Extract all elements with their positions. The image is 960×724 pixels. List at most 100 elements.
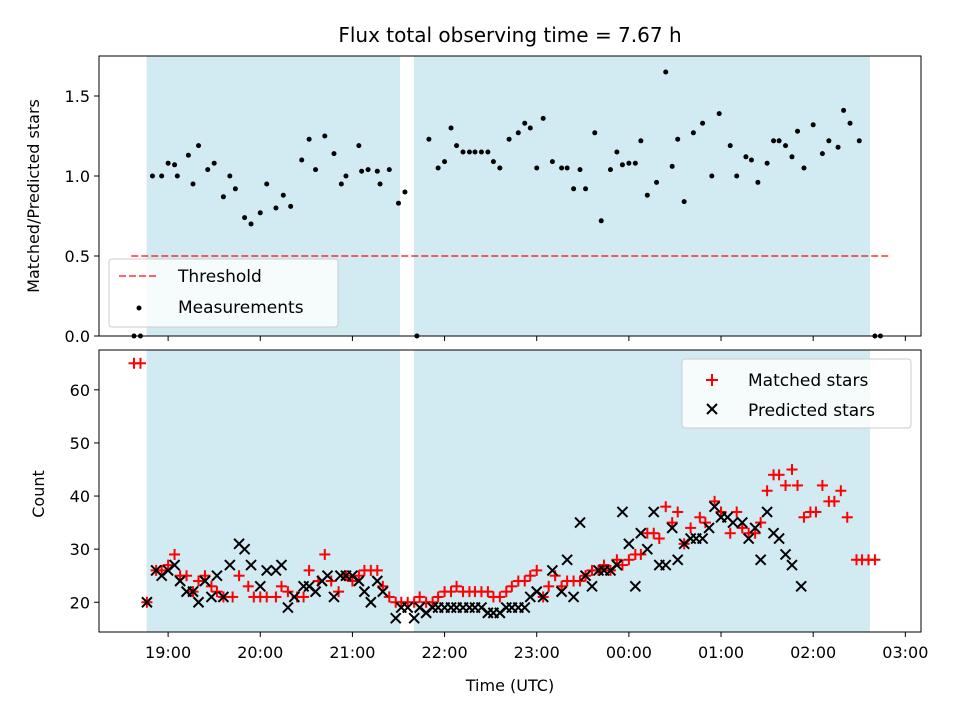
measurement-point — [149, 173, 155, 179]
predicted-star-point — [365, 596, 377, 608]
top-legend: Threshold Measurements — [108, 258, 339, 328]
measurement-point — [306, 136, 312, 142]
measurement-point — [435, 165, 441, 171]
matched-star-point — [531, 564, 543, 576]
measurement-point — [365, 167, 371, 173]
matched-star-point — [134, 357, 146, 369]
matched-star-point — [623, 554, 635, 566]
matched-star-point — [282, 586, 294, 598]
matched-star-point — [611, 554, 623, 566]
matched-star-point — [648, 527, 660, 539]
matched-star-point — [731, 506, 743, 518]
measurement-point — [185, 152, 191, 158]
top-y-tick-label: 1.5 — [65, 87, 90, 106]
predicted-star-point — [666, 522, 678, 534]
measurement-point — [669, 163, 675, 169]
matched-star-point — [835, 485, 847, 497]
matched-star-point — [666, 517, 678, 529]
matched-star-point — [156, 564, 168, 576]
measurement-point — [810, 122, 816, 128]
measurement-point — [709, 173, 715, 179]
matched-star-point — [699, 517, 711, 529]
measurement-point — [592, 130, 598, 136]
measurement-point — [801, 165, 807, 171]
measurement-point — [654, 179, 660, 185]
x-tick-label: 20:00 — [237, 643, 283, 662]
measurement-point — [232, 186, 238, 192]
bottom-legend: Matched stars Predicted stars — [681, 358, 912, 429]
predicted-star-point — [660, 559, 672, 571]
matched-star-point — [798, 511, 810, 523]
measurement-point — [172, 162, 178, 168]
measurement-point — [395, 200, 401, 206]
predicted-star-point — [353, 575, 365, 587]
measurement-point — [257, 210, 263, 216]
measurement-point — [638, 138, 644, 144]
top-y-tick-label: 0.0 — [65, 327, 90, 346]
predicted-star-point — [519, 601, 531, 614]
matched-star-point — [193, 575, 205, 587]
measurement-point — [313, 167, 319, 173]
predicted-star-point — [611, 559, 623, 571]
predicted-star-point — [537, 591, 549, 603]
measurement-point — [789, 154, 795, 160]
predicted-star-point — [696, 532, 709, 545]
x-tick-label: 01:00 — [698, 643, 744, 662]
x-tick-label: 19:00 — [145, 643, 191, 662]
measurement-point — [764, 160, 770, 166]
matched-star-point — [432, 591, 444, 603]
measurement-point — [442, 159, 448, 165]
predicted-star-point — [579, 569, 592, 582]
measurement-point — [402, 189, 408, 195]
measurement-point — [598, 218, 604, 224]
measurement-point — [795, 128, 801, 134]
measurement-point — [288, 203, 294, 209]
matched-star-point — [780, 479, 792, 491]
matched-star-point — [598, 559, 610, 571]
matched-star-point — [353, 570, 365, 582]
observing-band — [413, 56, 871, 336]
predicted-star-point — [217, 591, 230, 603]
predicted-star-point — [321, 569, 334, 582]
matched-star-point — [616, 559, 628, 571]
matched-star-point — [181, 570, 193, 582]
measurement-point — [159, 173, 165, 179]
measurement-point — [227, 173, 233, 179]
predicted-star-point — [779, 548, 792, 561]
predicted-star-point — [211, 569, 223, 582]
measurement-point — [835, 144, 841, 150]
measurement-point — [626, 160, 632, 166]
matched-star-point — [275, 580, 287, 592]
legend-measurements-swatch — [136, 305, 142, 311]
measurement-point — [448, 125, 454, 131]
predicted-star-point — [586, 580, 598, 593]
top-legend-box — [108, 258, 339, 328]
measurement-point — [743, 154, 749, 160]
predicted-star-point — [574, 516, 586, 529]
x-tick-label: 23:00 — [514, 643, 560, 662]
matched-star-point — [346, 575, 358, 587]
measurement-point — [690, 130, 696, 136]
matched-star-point — [660, 501, 672, 513]
measurement-point — [485, 149, 491, 155]
predicted-star-point — [377, 585, 389, 598]
matched-star-point — [270, 591, 282, 603]
measurement-point — [681, 199, 687, 205]
measurement-point — [583, 186, 589, 192]
measurement-point — [196, 143, 202, 149]
predicted-star-point — [546, 564, 559, 577]
bottom-y-axis-label: Count — [29, 470, 48, 518]
matched-star-point — [828, 495, 840, 507]
measurement-point — [356, 143, 362, 149]
matched-star-point — [709, 495, 721, 507]
matched-star-point — [810, 506, 822, 518]
matched-star-point — [482, 586, 494, 598]
chart-title: Flux total observing time = 7.67 h — [338, 23, 681, 47]
predicted-star-point — [328, 591, 340, 603]
matched-star-point — [749, 527, 761, 539]
measurement-point — [571, 186, 577, 192]
predicted-star-point — [174, 575, 186, 587]
measurement-point — [299, 157, 305, 163]
measurement-point — [734, 173, 740, 179]
matched-star-point — [841, 511, 853, 523]
